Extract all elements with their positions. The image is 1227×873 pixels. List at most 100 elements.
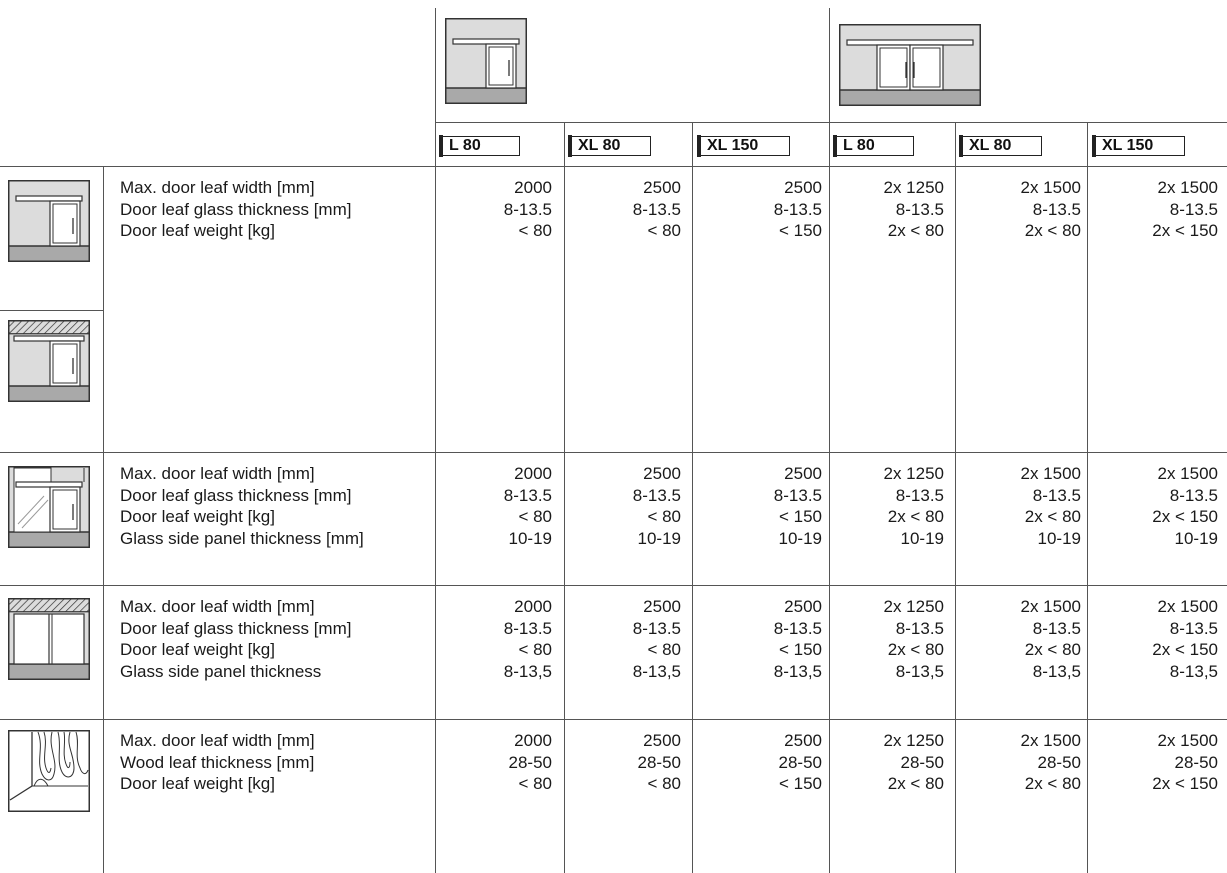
tag-double-xl150: XL 150	[1092, 135, 1185, 157]
section-3-col-4: 2x 1250 8-13.5 2x < 80 8-13,5	[884, 596, 945, 682]
cell: 8-13.5	[1169, 199, 1218, 219]
label: Max. door leaf width [mm]	[120, 731, 315, 750]
cell: < 80	[647, 221, 681, 240]
divider-left-header	[435, 8, 436, 873]
cell: 8-13.5	[895, 618, 944, 638]
cell: 2x 1500	[1020, 731, 1082, 750]
cell: < 80	[647, 507, 681, 526]
cell: 8-13.5	[503, 199, 552, 219]
cell: < 80	[518, 640, 552, 659]
cell: 2x < 80	[1024, 774, 1081, 793]
tag-double-l80: L 80	[833, 135, 914, 157]
label: Glass side panel thickness	[120, 661, 322, 681]
cell: 8-13,5	[503, 661, 552, 681]
cell: 28-50	[1174, 752, 1218, 772]
section-3-col-6: 2x 1500 8-13.5 2x < 150 8-13,5	[1152, 596, 1218, 682]
cell: 8-13.5	[1032, 618, 1081, 638]
row-rule-3	[0, 585, 1227, 586]
section-2-col-5: 2x 1500 8-13.5 2x < 80 10-19	[1021, 463, 1082, 549]
cell: 10-19	[508, 528, 552, 548]
section-1-col-1: 2000 8-13.5 < 80	[504, 177, 552, 242]
tag-double-xl80: XL 80	[959, 135, 1042, 157]
cell: 2x < 80	[887, 221, 944, 240]
section-4-col-6: 2x 1500 28-50 2x < 150	[1152, 730, 1218, 795]
label: Max. door leaf width [mm]	[120, 597, 315, 616]
section-1-col-6: 2x 1500 8-13.5 2x < 150	[1152, 177, 1218, 242]
cell: 2x 1500	[1020, 178, 1082, 197]
cell: 10-19	[1174, 528, 1218, 548]
cell: 8-13,5	[632, 661, 681, 681]
cell: 8-13.5	[1032, 199, 1081, 219]
cell: 2500	[643, 597, 681, 616]
cell: 2000	[514, 597, 552, 616]
section-4-col-3: 2500 28-50 < 150	[779, 730, 822, 795]
section-2-col-4: 2x 1250 8-13.5 2x < 80 10-19	[884, 463, 945, 549]
cell: < 80	[518, 774, 552, 793]
wooden-door-leaf-icon	[8, 730, 90, 812]
wall-mounted-sliding-door-icon	[8, 180, 90, 262]
section-1-col-2: 2500 8-13.5 < 80	[633, 177, 681, 242]
cell: 2x 1250	[883, 464, 945, 483]
tag-single-l80: L 80	[439, 135, 520, 157]
divider-mid-header	[829, 8, 830, 873]
cell: 28-50	[900, 752, 944, 772]
cell: 28-50	[778, 752, 822, 772]
cell: 2x 1250	[883, 178, 945, 197]
section-1-col-4: 2x 1250 8-13.5 2x < 80	[884, 177, 945, 242]
cell: 2x < 150	[1152, 507, 1218, 526]
cell: < 150	[778, 774, 822, 793]
cell: 8-13.5	[1169, 485, 1218, 505]
cell: 2x 1250	[883, 597, 945, 616]
label: Door leaf weight [kg]	[120, 640, 275, 659]
cell: 8-13.5	[1032, 485, 1081, 505]
cell: 2x < 80	[887, 507, 944, 526]
cell: 2x 1500	[1157, 464, 1219, 483]
cell: 2000	[514, 464, 552, 483]
single-leaf-sliding-door-icon	[445, 18, 527, 104]
section-3-col-5: 2x 1500 8-13.5 2x < 80 8-13,5	[1021, 596, 1082, 682]
section-3-col-1: 2000 8-13.5 < 80 8-13,5	[504, 596, 552, 682]
cell: 2x < 150	[1152, 774, 1218, 793]
cell: 2x < 80	[887, 640, 944, 659]
ceiling-mounted-sliding-door-icon	[8, 320, 90, 402]
double-leaf-sliding-door-icon	[839, 24, 981, 106]
section-4-col-1: 2000 28-50 < 80	[509, 730, 552, 795]
section-1-col-5: 2x 1500 8-13.5 2x < 80	[1021, 177, 1082, 242]
cell: 2500	[784, 178, 822, 197]
cell: 8-13,5	[773, 661, 822, 681]
label: Max. door leaf width [mm]	[120, 464, 315, 483]
cell: 8-13.5	[773, 485, 822, 505]
section-3-labels: Max. door leaf width [mm] Door leaf glas…	[120, 596, 351, 682]
cell: < 80	[518, 221, 552, 240]
tag-single-xl80: XL 80	[568, 135, 651, 157]
cell: < 80	[647, 774, 681, 793]
section-4-col-5: 2x 1500 28-50 2x < 80	[1021, 730, 1082, 795]
label: Door leaf weight [kg]	[120, 774, 275, 793]
icon-separator	[0, 310, 103, 311]
cell: 2x < 80	[887, 774, 944, 793]
cell: 10-19	[1037, 528, 1081, 548]
cell: 8-13.5	[773, 199, 822, 219]
divider-icon-column	[103, 166, 104, 873]
cell: < 80	[518, 507, 552, 526]
divider-col-3	[692, 122, 693, 873]
cell: 2500	[643, 731, 681, 750]
row-rule-4	[0, 719, 1227, 720]
label: Door leaf glass thickness [mm]	[120, 618, 352, 638]
row-rule-1	[0, 166, 1227, 167]
divider-col-6	[1087, 122, 1088, 873]
cell: 2x 1250	[883, 731, 945, 750]
cell: 2500	[643, 178, 681, 197]
label: Wood leaf thickness [mm]	[120, 752, 315, 772]
cell: 2x 1500	[1020, 597, 1082, 616]
glass-side-panel-door-icon	[8, 466, 90, 548]
cell: 2000	[514, 178, 552, 197]
cell: 10-19	[637, 528, 681, 548]
label: Door leaf glass thickness [mm]	[120, 199, 352, 219]
cell: < 150	[778, 640, 822, 659]
cell: 8-13.5	[773, 618, 822, 638]
section-2-col-6: 2x 1500 8-13.5 2x < 150 10-19	[1152, 463, 1218, 549]
cell: 2x 1500	[1157, 731, 1219, 750]
divider-col-5	[955, 122, 956, 873]
cell: 2000	[514, 731, 552, 750]
